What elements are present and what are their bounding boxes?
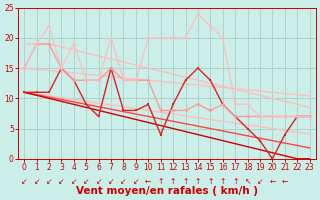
Text: ←: ←	[269, 177, 276, 186]
Text: ↑: ↑	[170, 177, 176, 186]
X-axis label: Vent moyen/en rafales ( km/h ): Vent moyen/en rafales ( km/h )	[76, 186, 258, 196]
Text: ↙: ↙	[133, 177, 139, 186]
Text: ↑: ↑	[157, 177, 164, 186]
Text: ↙: ↙	[21, 177, 27, 186]
Text: ↙: ↙	[120, 177, 127, 186]
Text: ↖: ↖	[244, 177, 251, 186]
Text: ↙: ↙	[33, 177, 40, 186]
Text: ↑: ↑	[207, 177, 213, 186]
Text: ↙: ↙	[83, 177, 89, 186]
Text: ↑: ↑	[220, 177, 226, 186]
Text: ↙: ↙	[95, 177, 102, 186]
Text: ↑: ↑	[182, 177, 189, 186]
Text: ←: ←	[145, 177, 151, 186]
Text: ←: ←	[282, 177, 288, 186]
Text: ↙: ↙	[108, 177, 114, 186]
Text: ↙: ↙	[257, 177, 263, 186]
Text: ↙: ↙	[71, 177, 77, 186]
Text: ↑: ↑	[232, 177, 238, 186]
Text: ↑: ↑	[195, 177, 201, 186]
Text: ↙: ↙	[46, 177, 52, 186]
Text: ↙: ↙	[58, 177, 65, 186]
